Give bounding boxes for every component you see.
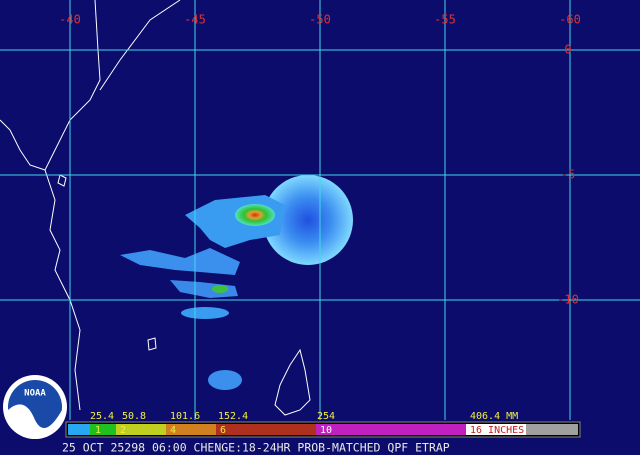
mm-label: 406.4 MM	[470, 411, 518, 422]
color-swatch	[68, 424, 90, 435]
precip-core	[212, 285, 228, 293]
precip-area	[170, 280, 238, 298]
coastline	[0, 119, 46, 171]
inch-label: 1	[95, 425, 101, 436]
color-swatch	[216, 424, 316, 435]
mm-label: 25.4	[90, 411, 114, 422]
lon-label: -55	[434, 13, 456, 27]
noaa-logo: NOAA	[3, 375, 67, 439]
island	[147, 337, 157, 351]
logo-text: NOAA	[24, 389, 46, 399]
color-swatch	[90, 424, 116, 435]
mm-label: 101.6	[170, 411, 200, 422]
lat-label: 0	[564, 43, 571, 57]
lon-label: -60	[559, 13, 581, 27]
island	[57, 174, 67, 187]
precip-area	[263, 175, 353, 265]
precip-area	[120, 248, 240, 275]
inch-label: 4	[170, 425, 176, 436]
logo-wave	[8, 404, 62, 439]
inch-label: 10	[320, 425, 332, 436]
color-bar	[65, 421, 581, 438]
island	[274, 348, 311, 416]
precip-core	[235, 204, 275, 226]
inch-label: 2	[120, 425, 126, 436]
color-swatch	[116, 424, 166, 435]
graticule	[0, 0, 640, 420]
mm-label: 152.4	[218, 411, 248, 422]
mm-label: 50.8	[122, 411, 146, 422]
color-swatch	[526, 424, 578, 435]
lon-label: -45	[184, 13, 206, 27]
color-swatch	[466, 424, 526, 435]
precipitation	[120, 175, 353, 390]
lon-label: -40	[59, 13, 81, 27]
inch-label: 6	[220, 425, 226, 436]
coastline	[44, 0, 101, 411]
coastline	[99, 0, 181, 91]
inch-label: 16 INCHES	[470, 425, 524, 436]
color-swatch	[316, 424, 466, 435]
lat-label: -5	[561, 168, 575, 182]
color-swatch	[166, 424, 216, 435]
footer-caption: 25 OCT 25298 06:00 CHENGE:18-24HR PROB-M…	[62, 441, 450, 455]
precip-area	[208, 370, 242, 390]
lon-label: -50	[309, 13, 331, 27]
mm-label: 254	[317, 411, 335, 422]
precip-area	[181, 307, 229, 319]
coastlines	[0, 0, 311, 416]
lat-label: -10	[557, 293, 579, 307]
